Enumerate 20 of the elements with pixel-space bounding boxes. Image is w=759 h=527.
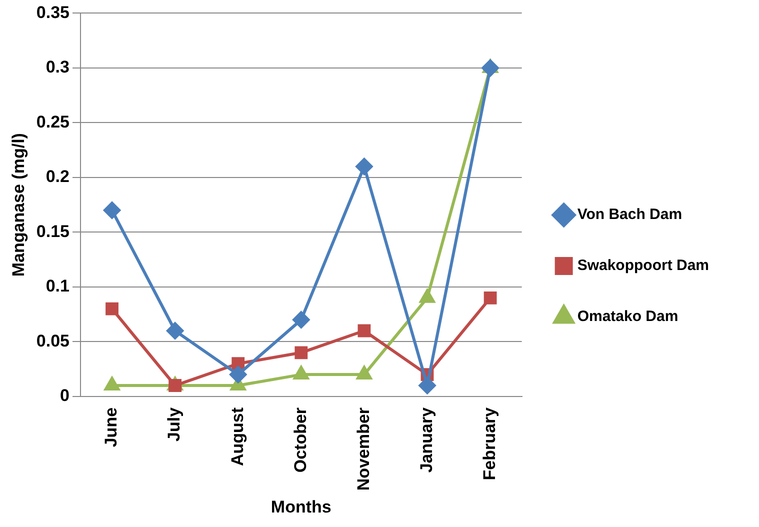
- x-tick-label: January: [416, 406, 436, 473]
- y-tick-label: 0.35: [36, 2, 70, 22]
- x-tick-label: October: [290, 407, 310, 473]
- legend-label: Omatako Dam: [577, 308, 678, 326]
- x-tick-label: February: [480, 406, 499, 480]
- legend-label: Swakoppoort Dam: [577, 257, 710, 274]
- y-tick-label: 0: [60, 386, 70, 406]
- y-tick-label: 0.3: [46, 58, 70, 77]
- y-tick-label: 0.25: [36, 112, 70, 132]
- y-tick-label: 0.1: [46, 276, 70, 296]
- y-axis-title: Manganase (mg/l): [8, 133, 28, 277]
- x-tick-label: July: [164, 406, 184, 442]
- x-axis-title: Months: [270, 497, 332, 516]
- legend-label: Von Bach Dam: [577, 206, 682, 224]
- x-tick-label: November: [354, 407, 373, 491]
- x-tick-label: August: [228, 407, 247, 466]
- y-tick-label: 0.05: [36, 331, 70, 350]
- x-tick-label: June: [102, 407, 121, 448]
- y-tick-label: 0.15: [36, 222, 70, 241]
- y-tick-label: 0.2: [46, 167, 70, 186]
